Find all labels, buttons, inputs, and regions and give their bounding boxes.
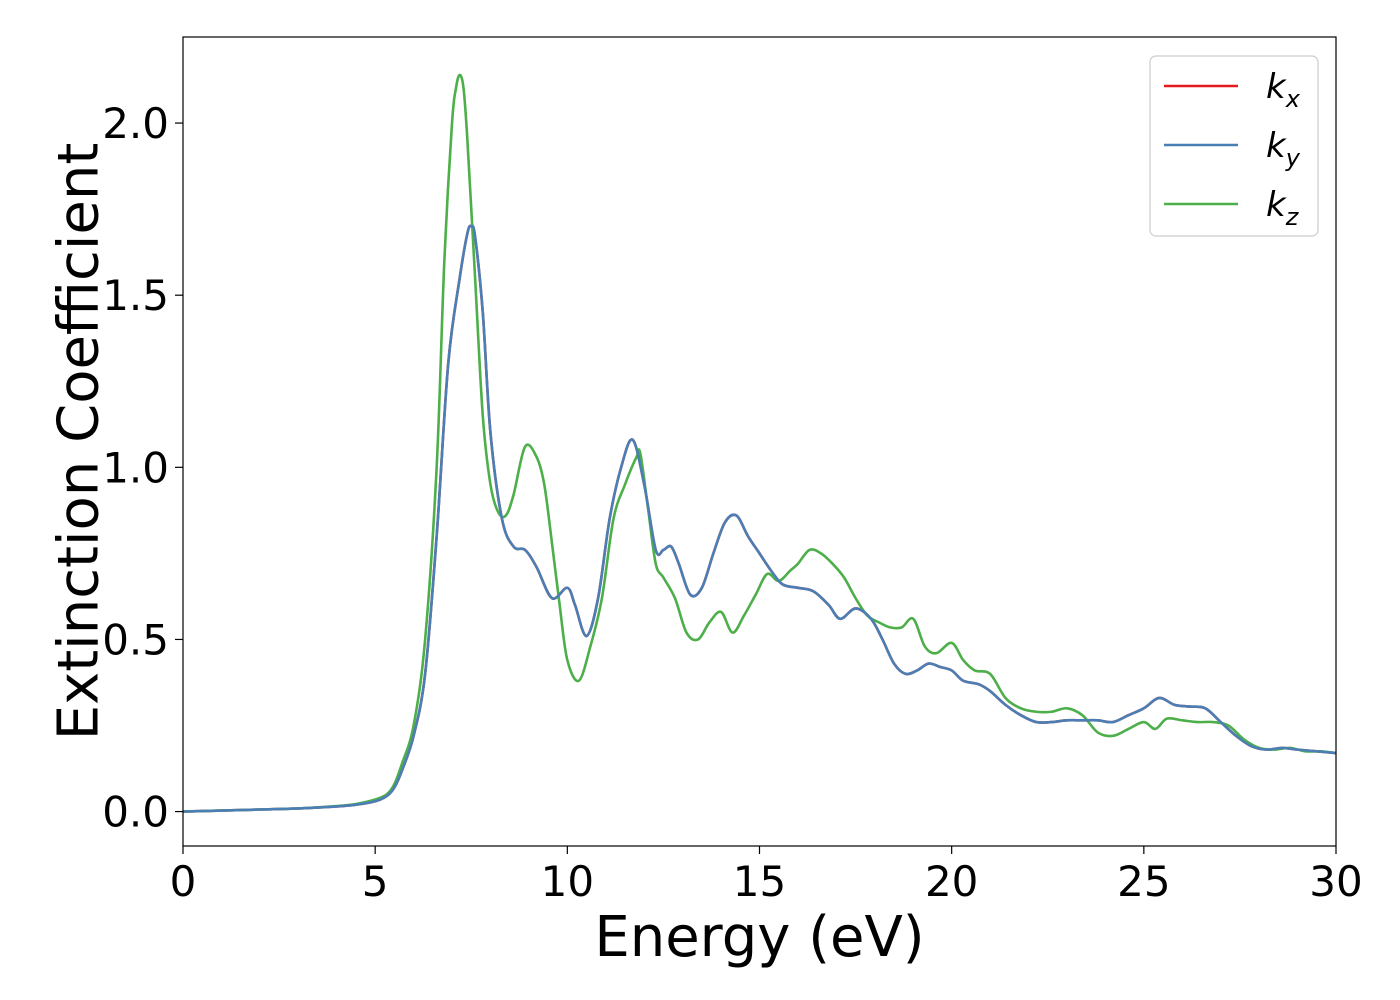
x-tick-label: 0 xyxy=(170,857,197,906)
x-tick-label: 5 xyxy=(362,857,389,906)
y-tick-label: 0.0 xyxy=(102,788,169,837)
x-tick-label: 25 xyxy=(1117,857,1170,906)
x-tick-label: 10 xyxy=(541,857,594,906)
series-layer xyxy=(183,73,1336,813)
series-line-ky xyxy=(183,224,1336,813)
y-axis-ticks: 0.0 0.5 1.0 1.5 2.0 xyxy=(102,99,183,837)
x-axis-ticks: 0 5 10 15 20 25 30 xyxy=(170,846,1363,906)
legend-label-kx: kx xyxy=(1266,67,1301,113)
x-axis-title: Energy (eV) xyxy=(594,905,924,970)
y-tick-label: 2.0 xyxy=(102,99,169,148)
legend-label-ky: ky xyxy=(1266,126,1301,172)
y-tick-label: 1.5 xyxy=(102,271,169,320)
y-tick-label: 0.5 xyxy=(102,615,169,664)
y-axis-title: Extinction Coefficient xyxy=(47,143,112,741)
y-tick-label: 1.0 xyxy=(102,443,169,492)
plot-frame xyxy=(182,36,1337,847)
series-line-kz xyxy=(183,73,1336,813)
x-tick-label: 30 xyxy=(1309,857,1362,906)
x-tick-label: 15 xyxy=(733,857,786,906)
x-tick-label: 20 xyxy=(925,857,978,906)
